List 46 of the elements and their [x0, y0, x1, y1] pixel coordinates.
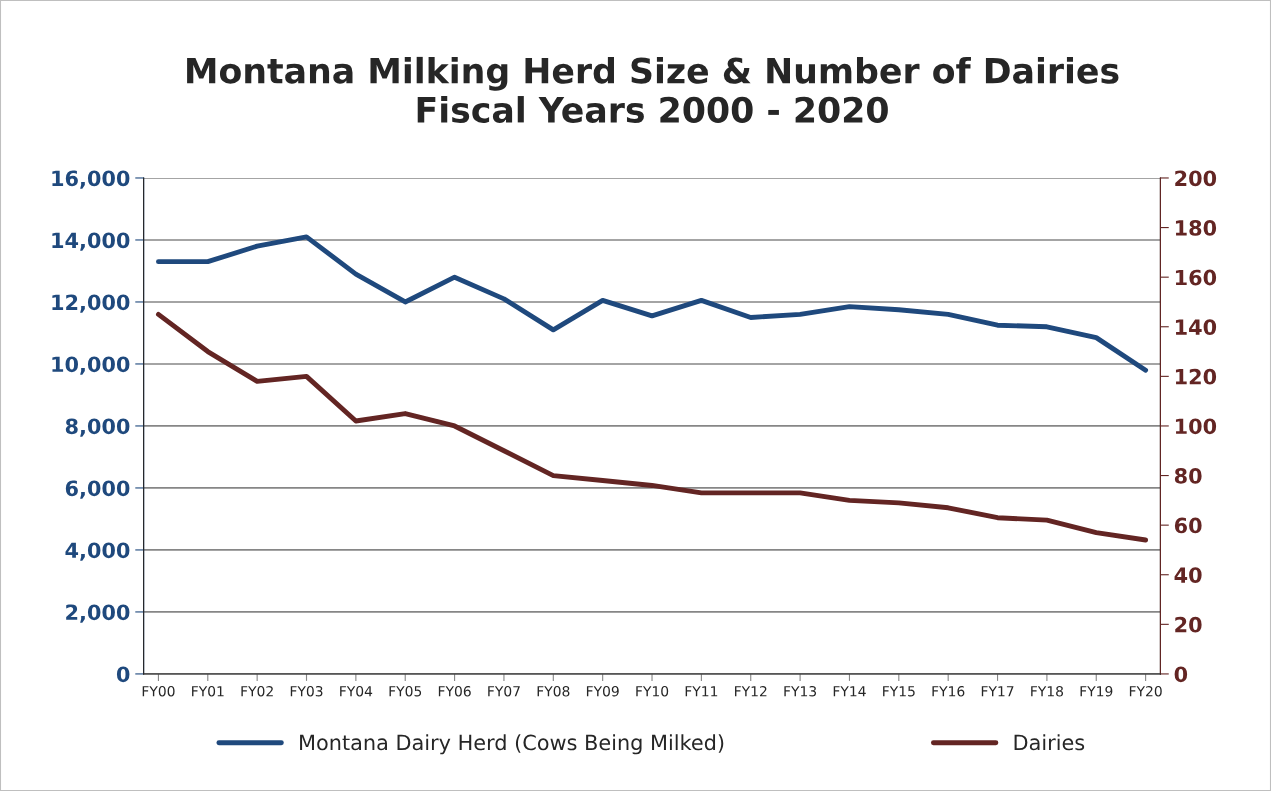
x-tick-label: FY18: [1031, 685, 1064, 697]
y-tick-label: 12,000: [52, 294, 130, 313]
y-tick-label: 2,000: [66, 604, 130, 623]
x-tick-label: FY11: [685, 686, 718, 697]
x-tick-label: FY13: [784, 685, 817, 697]
y2-tick-label: 200: [1175, 170, 1217, 187]
y-tick-label: 10,000: [52, 356, 130, 375]
y2-tick-label: 80: [1174, 468, 1202, 484]
legend-label: Dairies: [1014, 734, 1085, 751]
y-tick-label: 4,000: [65, 542, 130, 561]
y2-tick-label: 60: [1174, 517, 1202, 534]
y2-tick-label: 180: [1175, 220, 1217, 236]
x-tick-label: FY02: [241, 685, 273, 697]
line-series: [156, 234, 1149, 373]
line-series: [156, 311, 1149, 543]
y-tick-label: 8,000: [65, 418, 130, 437]
x-tick-label: FY14: [833, 686, 866, 697]
x-tick-label: FY05: [389, 685, 422, 697]
y2-tick-label: 100: [1175, 418, 1217, 435]
x-tick-label: FY07: [488, 685, 520, 697]
y-tick-label: 16,000: [52, 170, 130, 189]
x-tick-label: FY04: [340, 685, 373, 697]
x-tick-label: FY03: [290, 685, 323, 697]
y2-tick-label: 40: [1174, 567, 1202, 583]
x-tick-label: FY16: [932, 685, 965, 697]
x-tick-label: FY19: [1080, 685, 1113, 697]
y2-tick-label: 140: [1175, 319, 1217, 335]
y-tick-label: 0: [116, 666, 130, 683]
y-tick-label: 6,000: [65, 480, 130, 499]
x-tick-label: FY12: [735, 685, 767, 697]
y-tick-label: 14,000: [52, 232, 130, 251]
y2-tick-label: 160: [1175, 269, 1217, 286]
chart-title: Montana Milking Herd Size & Number of Dairies Fiscal Years 2000 - 2020: [187, 56, 1119, 123]
x-tick-label: FY00: [142, 685, 175, 697]
x-tick-label: FY06: [438, 685, 471, 697]
y2-tick-label: 20: [1175, 616, 1202, 633]
y2-tick-label: 0: [1174, 666, 1188, 683]
x-tick-label: FY15: [883, 686, 915, 697]
x-tick-label: FY20: [1129, 685, 1162, 697]
x-tick-label: FY09: [586, 685, 619, 697]
x-tick-label: FY17: [981, 686, 1014, 697]
x-tick-label: FY10: [636, 685, 669, 697]
x-tick-label: FY08: [537, 685, 570, 697]
legend-label: Montana Dairy Herd (Cows Being Milked): [300, 734, 724, 755]
x-tick-label: FY01: [192, 685, 224, 697]
y2-tick-label: 120: [1175, 368, 1217, 385]
